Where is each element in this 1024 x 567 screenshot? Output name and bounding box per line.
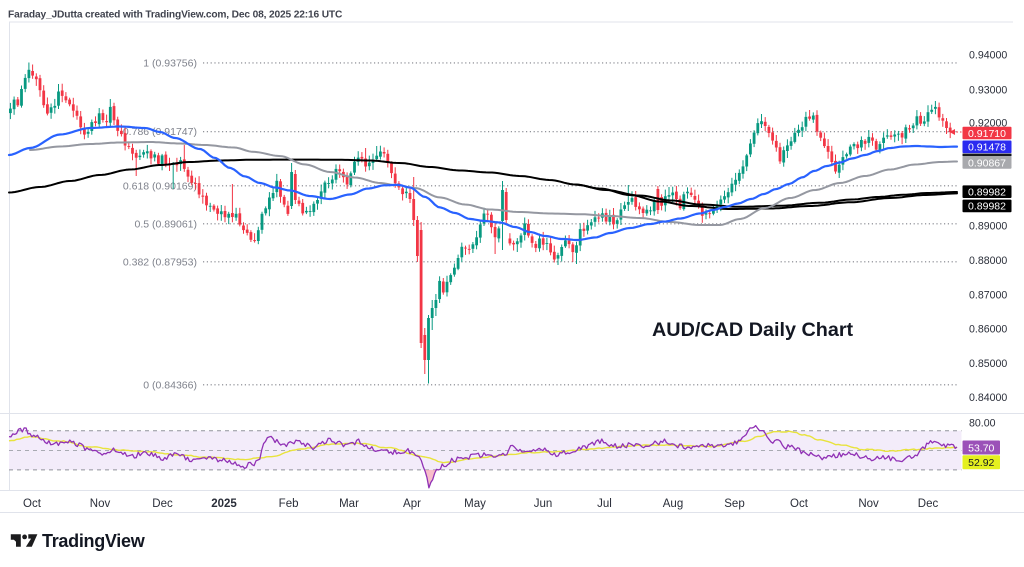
svg-text:1 (0.93756): 1 (0.93756) [143,57,197,69]
svg-text:0.85000: 0.85000 [969,358,1007,370]
svg-text:Jul: Jul [597,498,612,510]
svg-text:0.382 (0.87953): 0.382 (0.87953) [123,256,197,268]
svg-text:TradingView: TradingView [42,531,146,551]
svg-text:Dec: Dec [918,498,939,510]
svg-text:Oct: Oct [23,498,42,510]
svg-text:May: May [464,498,486,510]
svg-text:52.92: 52.92 [968,457,994,469]
svg-text:Sep: Sep [724,498,744,510]
svg-text:Feb: Feb [279,498,299,510]
svg-text:Jun: Jun [534,498,553,510]
svg-text:Faraday_JDutta created with Tr: Faraday_JDutta created with TradingView.… [8,10,343,21]
svg-text:0.92000: 0.92000 [969,117,1007,129]
svg-text:0.84000: 0.84000 [969,392,1007,404]
svg-text:Dec: Dec [152,498,173,510]
svg-text:Aug: Aug [663,498,683,510]
svg-text:0.91478: 0.91478 [968,142,1006,154]
svg-text:Nov: Nov [90,498,111,510]
svg-text:2025: 2025 [211,498,237,510]
svg-text:0.5 (0.89061): 0.5 (0.89061) [135,218,197,230]
svg-text:AUD/CAD Daily Chart: AUD/CAD Daily Chart [652,319,854,341]
svg-text:0.89000: 0.89000 [969,221,1007,233]
svg-text:53.70: 53.70 [968,442,994,454]
svg-text:0.89982: 0.89982 [968,201,1006,213]
svg-text:80.00: 80.00 [969,417,996,429]
svg-text:0.86000: 0.86000 [969,324,1007,336]
svg-text:0.91710: 0.91710 [968,128,1006,140]
svg-text:0.90867: 0.90867 [968,157,1006,169]
svg-text:0.94000: 0.94000 [969,49,1007,61]
svg-text:Oct: Oct [790,498,809,510]
svg-text:Apr: Apr [403,498,421,510]
svg-text:Nov: Nov [858,498,879,510]
svg-text:Mar: Mar [339,498,359,510]
svg-text:0.87000: 0.87000 [969,289,1007,301]
svg-text:0.93000: 0.93000 [969,84,1007,96]
svg-text:0 (0.84366): 0 (0.84366) [143,379,197,391]
svg-text:0.89982: 0.89982 [968,187,1006,199]
svg-text:0.88000: 0.88000 [969,255,1007,267]
svg-text:0.618 (0.90169): 0.618 (0.90169) [123,180,197,192]
